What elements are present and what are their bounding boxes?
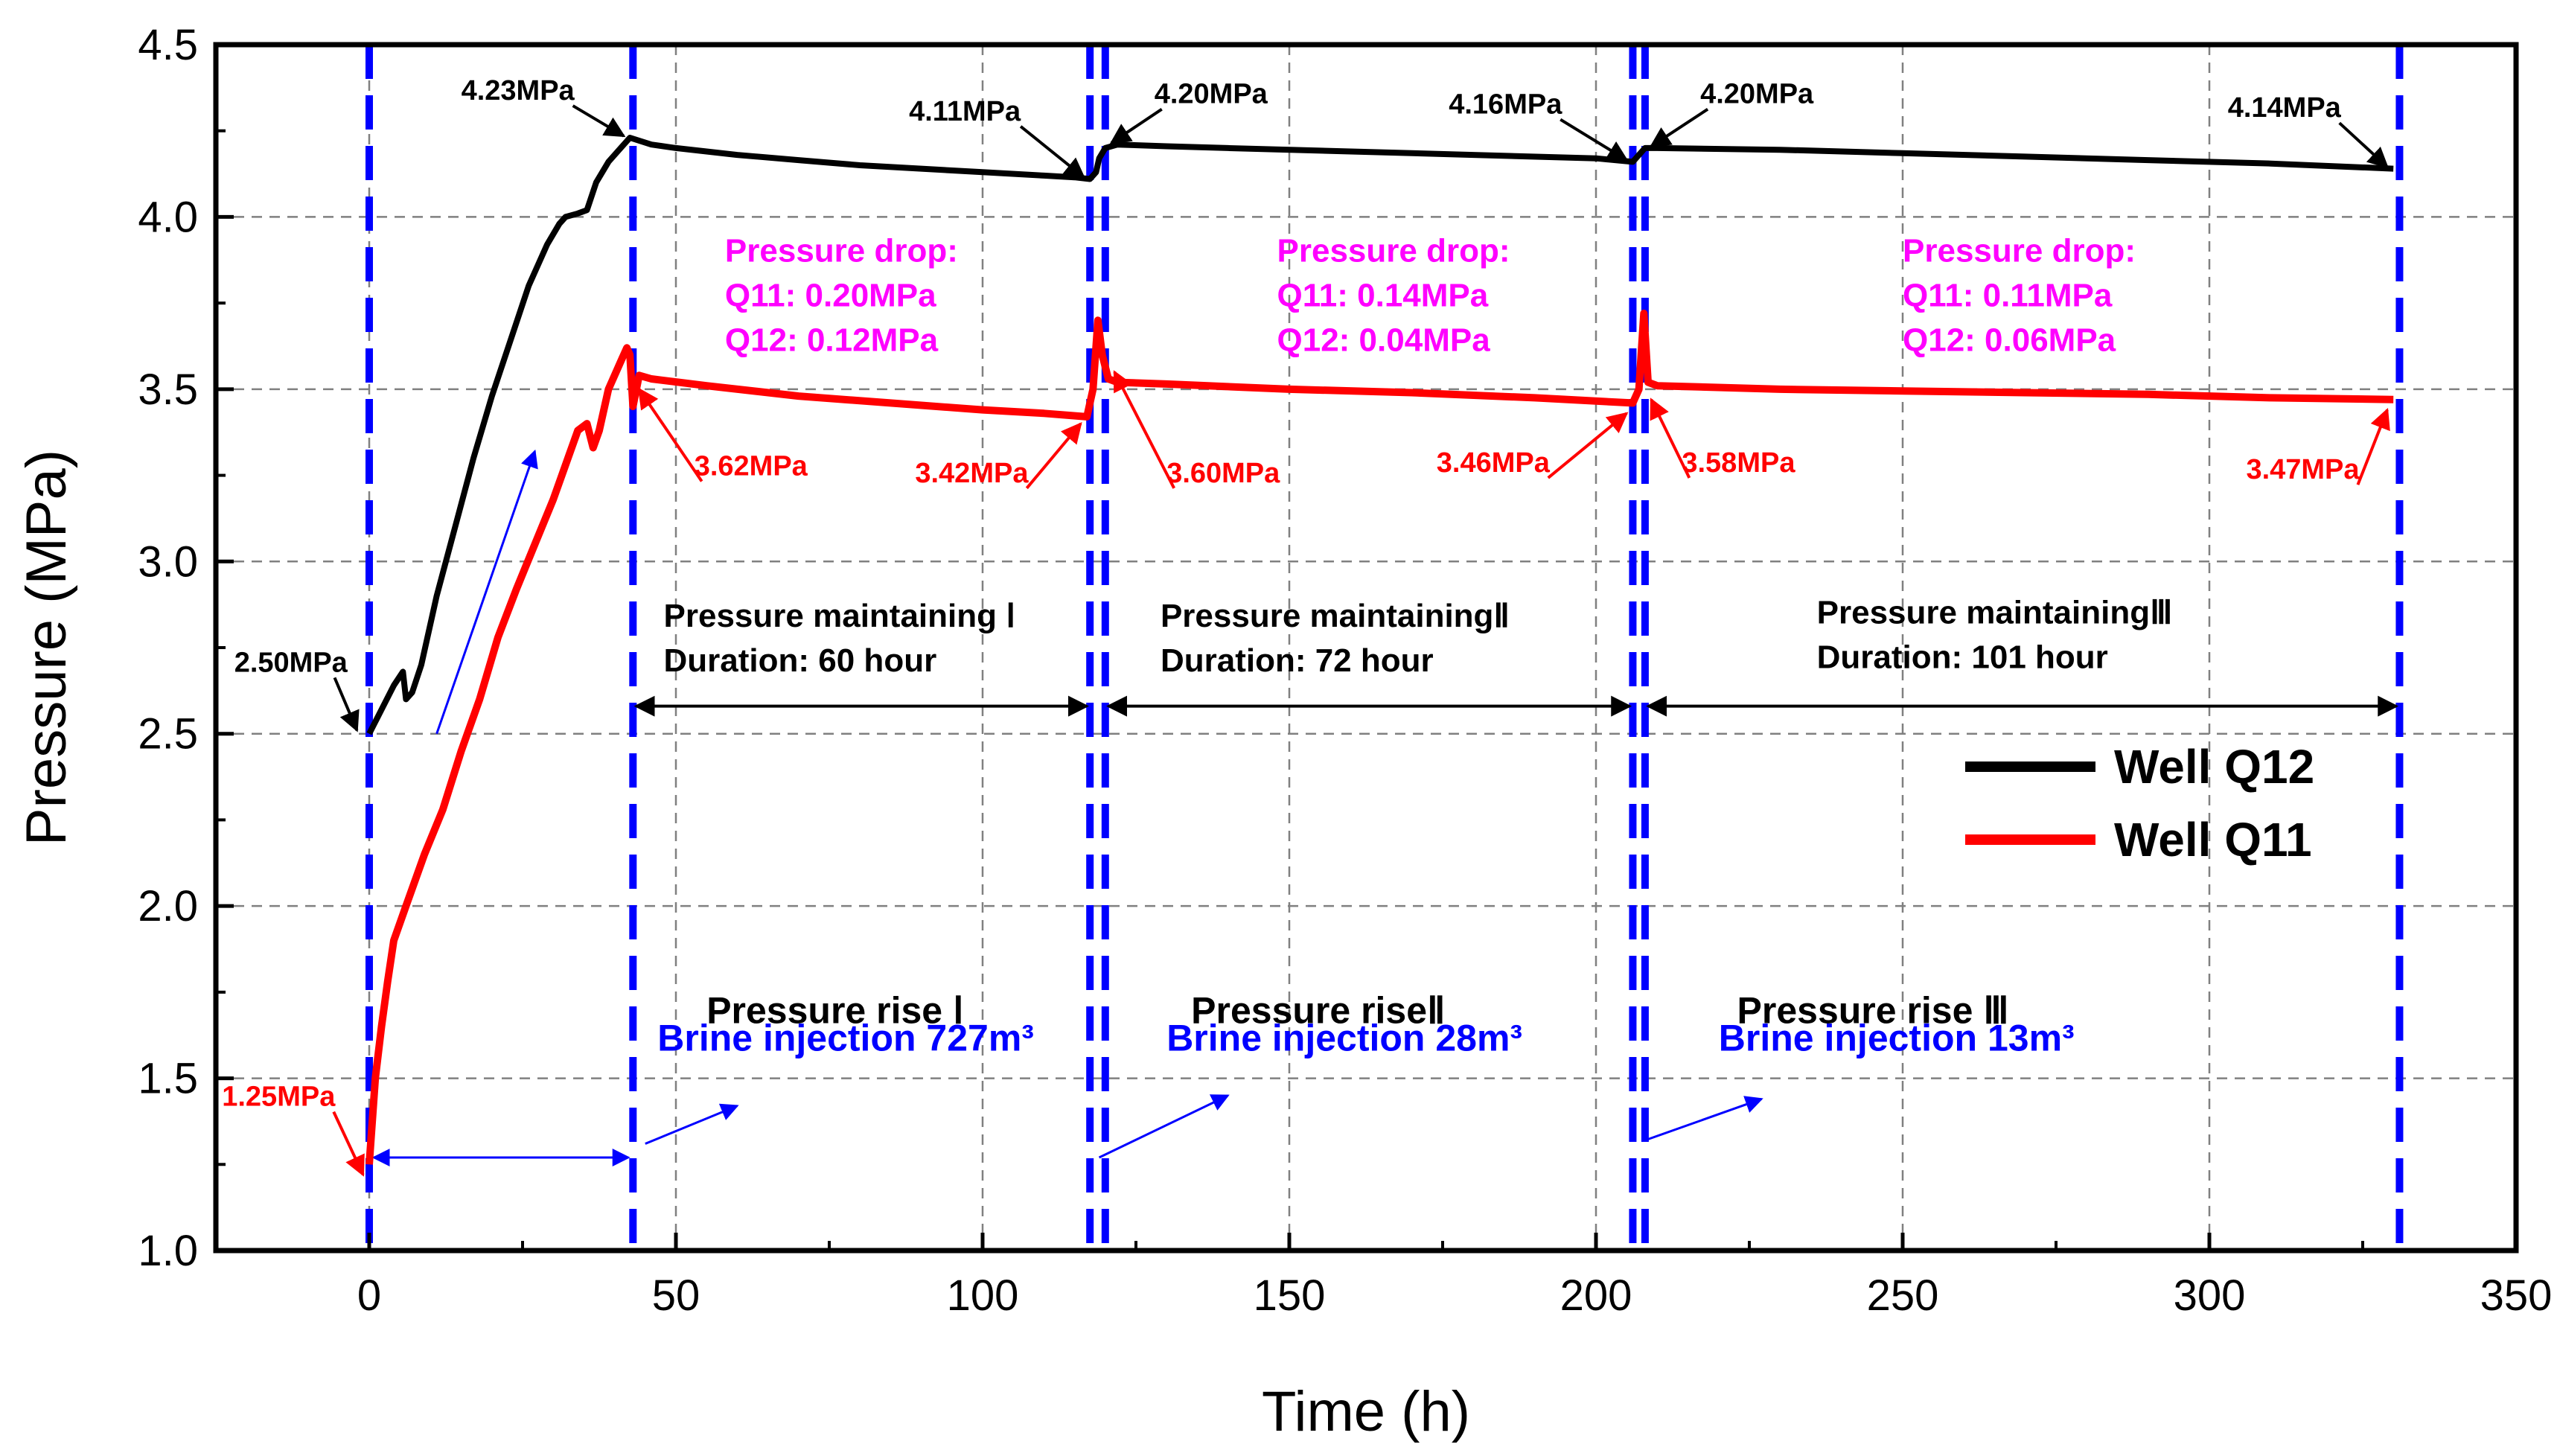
annotations-layer: Pressure maintaining Ⅰ Duration: 60 hour P… bbox=[222, 75, 2399, 1177]
legend-label-q12: Well Q12 bbox=[2114, 740, 2314, 794]
x-tick-label-1: 50 bbox=[652, 1271, 700, 1320]
value-label-4: 4.20MPa bbox=[1155, 79, 1268, 110]
value-pointer-8 bbox=[332, 1111, 365, 1177]
brine-injection-pointer-2 bbox=[1098, 1094, 1230, 1159]
maintaining-label-2: Pressure maintainingⅡ bbox=[1161, 598, 1510, 634]
y-tick-label-1: 1.5 bbox=[138, 1055, 198, 1103]
rise-injection-3: Brine injection 13m³ bbox=[1719, 1018, 2075, 1059]
value-pointer-14 bbox=[2356, 408, 2390, 485]
legend: Well Q12 Well Q11 bbox=[1965, 740, 2314, 866]
pressure-drop-q11-1: Q11: 0.20MPa bbox=[725, 278, 936, 314]
y-tick-label-5: 3.5 bbox=[138, 365, 198, 414]
y-axis-title: Pressure (MPa) bbox=[15, 450, 78, 846]
x-tick-label-0: 0 bbox=[357, 1271, 381, 1320]
value-pointer-13 bbox=[1650, 397, 1691, 479]
value-label-1: 2.50MPa bbox=[234, 647, 348, 678]
pressure-drop-q11-2: Q11: 0.14MPa bbox=[1277, 278, 1489, 314]
value-pointer-12 bbox=[1547, 412, 1629, 479]
guide-arrows bbox=[371, 449, 1763, 1167]
value-pointer-10 bbox=[1025, 421, 1082, 490]
value-pointer-6 bbox=[1649, 108, 1709, 148]
axis-tick-labels: 0 50 100 150 200 250 300 350 1.0 1.5 2.0 2.5 3.0 3.5 4… bbox=[138, 21, 2552, 1320]
pressure-drop-title-1: Pressure drop: bbox=[725, 233, 958, 269]
maintaining-duration-2: Duration: 72 hour bbox=[1161, 642, 1434, 679]
value-label-3: 4.11MPa bbox=[909, 96, 1021, 127]
x-tick-label-3: 150 bbox=[1254, 1271, 1326, 1320]
value-label-7: 4.14MPa bbox=[2228, 92, 2342, 124]
value-label-11: 3.60MPa bbox=[1166, 458, 1280, 489]
y-tick-label-2: 2.0 bbox=[138, 882, 198, 930]
pressure-drop-q11-3: Q11: 0.11MPa bbox=[1903, 278, 2113, 314]
brine-injection-pointer-1 bbox=[645, 1103, 739, 1145]
value-label-2: 4.23MPa bbox=[462, 75, 575, 106]
brine-injection-pointer-3 bbox=[1644, 1096, 1763, 1142]
pressure-drop-q12-3: Q12: 0.06MPa bbox=[1903, 322, 2116, 359]
rise-label-1: Pressure rise Ⅰ bbox=[706, 990, 964, 1032]
x-tick-label-5: 250 bbox=[1867, 1271, 1939, 1320]
axis-ticks bbox=[214, 42, 2518, 1253]
value-label-8: 1.25MPa bbox=[222, 1082, 336, 1113]
maintaining-duration-1: Duration: 60 hour bbox=[664, 642, 937, 679]
y-tick-label-3: 2.5 bbox=[138, 710, 198, 759]
x-axis-title: Time (h) bbox=[1262, 1380, 1470, 1443]
value-pointer-3 bbox=[1019, 125, 1086, 179]
rise-injection-1: Brine injection 727m³ bbox=[657, 1018, 1034, 1059]
rise-injection-2: Brine injection 28m³ bbox=[1166, 1018, 1522, 1059]
series-layer bbox=[365, 135, 2394, 1165]
pressure-drop-q12-1: Q12: 0.12MPa bbox=[725, 322, 939, 359]
maintaining-label-3: Pressure maintainingⅢ bbox=[1817, 595, 2173, 631]
value-pointer-9 bbox=[637, 387, 703, 482]
pressure-drop-q12-2: Q12: 0.04MPa bbox=[1277, 322, 1491, 359]
grid-lines bbox=[216, 45, 2516, 1251]
x-tick-label-2: 100 bbox=[947, 1271, 1019, 1320]
value-label-12: 3.46MPa bbox=[1437, 447, 1551, 479]
maintaining-duration-3: Duration: 101 hour bbox=[1817, 639, 2108, 676]
y-tick-label-7: 4.5 bbox=[138, 21, 198, 69]
y-tick-label-6: 4.0 bbox=[138, 193, 198, 241]
value-label-6: 4.20MPa bbox=[1700, 79, 1814, 110]
pressure-drop-title-2: Pressure drop: bbox=[1277, 233, 1510, 269]
x-tick-label-7: 350 bbox=[2480, 1271, 2553, 1320]
rise-trend-arrow bbox=[435, 449, 538, 735]
series-line-well-q11 bbox=[365, 310, 2394, 1165]
y-tick-label-0: 1.0 bbox=[138, 1227, 198, 1275]
value-label-9: 3.62MPa bbox=[695, 451, 808, 482]
legend-label-q11: Well Q11 bbox=[2114, 813, 2312, 866]
value-pointer-11 bbox=[1113, 370, 1175, 489]
pressure-drop-title-3: Pressure drop: bbox=[1903, 233, 2136, 269]
value-label-10: 3.42MPa bbox=[915, 458, 1029, 489]
value-label-5: 4.16MPa bbox=[1449, 89, 1562, 121]
y-tick-label-4: 3.0 bbox=[138, 537, 198, 586]
series-line-well-q12 bbox=[366, 135, 2394, 735]
rise-label-2: Pressure riseⅡ bbox=[1191, 990, 1446, 1032]
value-pointer-7 bbox=[2338, 121, 2390, 169]
rise-label-3: Pressure rise Ⅲ bbox=[1737, 990, 2009, 1032]
x-tick-label-4: 200 bbox=[1560, 1271, 1632, 1320]
maintaining-label-1: Pressure maintaining Ⅰ bbox=[664, 598, 1016, 634]
value-label-14: 3.47MPa bbox=[2246, 454, 2360, 485]
value-pointer-4 bbox=[1109, 108, 1163, 144]
value-pointer-2 bbox=[572, 104, 626, 138]
value-label-13: 3.58MPa bbox=[1682, 447, 1795, 479]
value-pointer-1 bbox=[333, 677, 360, 732]
value-pointer-5 bbox=[1560, 118, 1629, 162]
x-tick-label-6: 300 bbox=[2174, 1271, 2246, 1320]
